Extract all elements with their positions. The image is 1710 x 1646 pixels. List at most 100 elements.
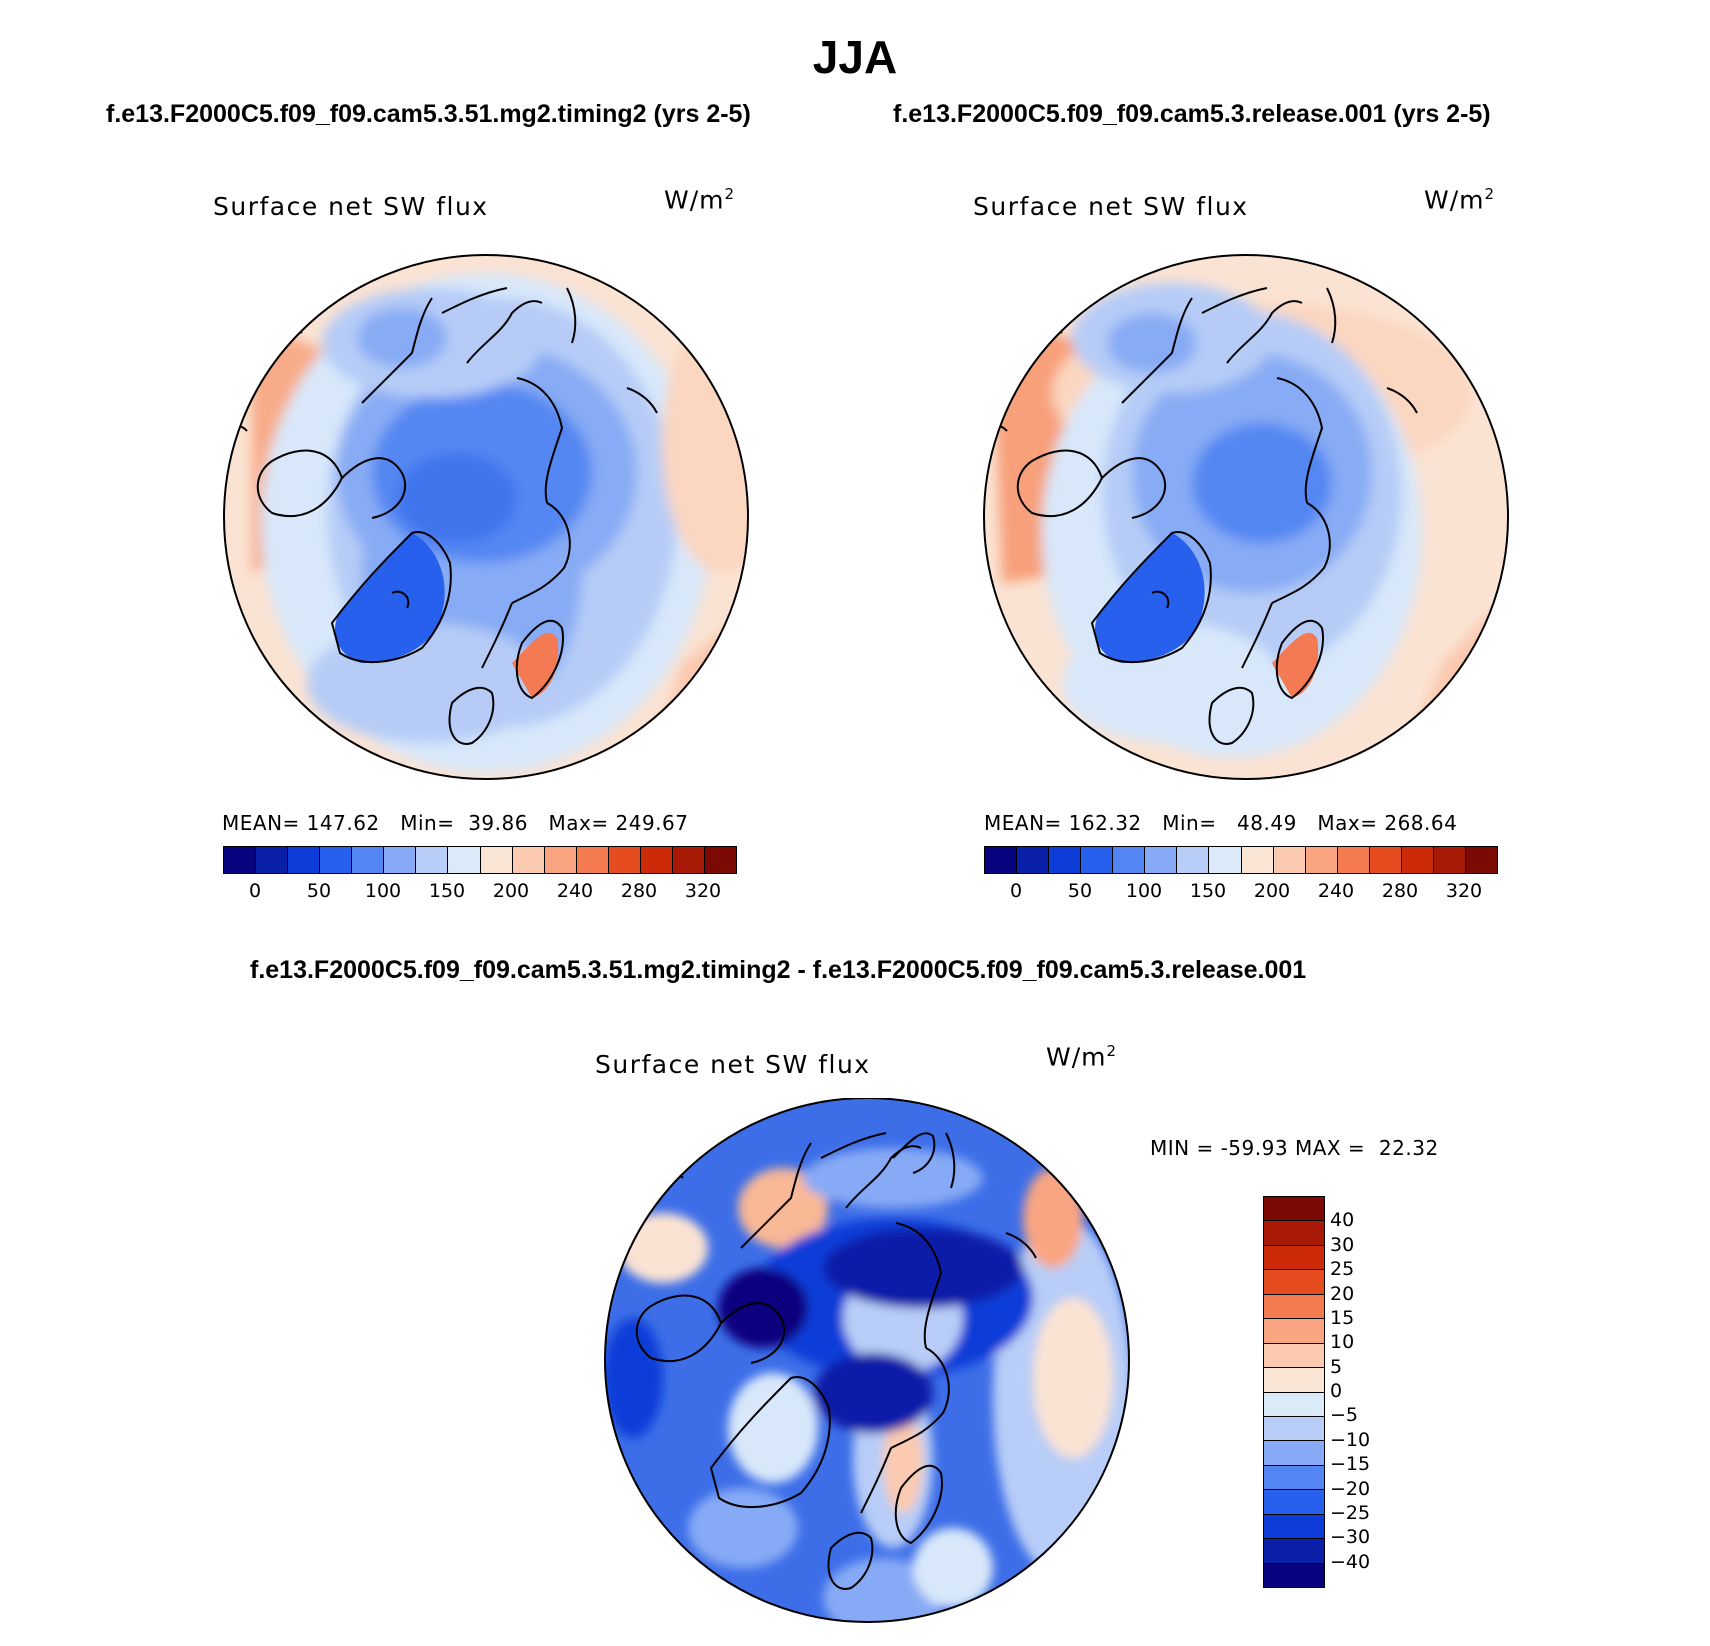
panel-b-variable-title: Surface net SW flux (973, 192, 1249, 221)
colorbar-swatch (1264, 1245, 1324, 1271)
colorbar-swatch (1264, 1221, 1324, 1246)
colorbar-swatch (1264, 1392, 1324, 1417)
colorbar-swatch (448, 847, 481, 873)
colorbar-tick-label: −5 (1330, 1404, 1359, 1427)
colorbar-swatch (320, 847, 353, 873)
colorbar-tick-label: 200 (1253, 880, 1291, 902)
colorbar-swatch (1264, 1539, 1324, 1564)
panel-diff-polar-map (604, 1098, 1130, 1623)
colorbar-tick-label: −20 (1330, 1477, 1371, 1500)
colorbar-swatch (576, 847, 609, 873)
colorbar-tick-label: −25 (1330, 1501, 1371, 1524)
panel-a-variable-title: Surface net SW flux (213, 192, 489, 221)
colorbar-swatch (1209, 847, 1242, 873)
panel-a-map-border (223, 254, 749, 780)
colorbar-swatch (1264, 1368, 1324, 1393)
colorbar-tick-label: 150 (1189, 880, 1227, 902)
colorbar-swatch (1264, 1441, 1324, 1466)
panel-diff-field (605, 1098, 1129, 1622)
colorbar-swatch (1433, 847, 1466, 873)
colorbar-swatch (512, 847, 545, 873)
colorbar-tick-label: −15 (1330, 1453, 1371, 1476)
case-a-title: f.e13.F2000C5.f09_f09.cam5.3.51.mg2.timi… (106, 100, 751, 128)
colorbar-swatch (1264, 1416, 1324, 1442)
colorbar-tick-label: 5 (1330, 1355, 1343, 1378)
colorbar-swatch (384, 847, 417, 873)
colorbar-swatch (640, 847, 673, 873)
panel-a-colorbar-ticks: 0 50 100 150 200 240 280 320 (223, 880, 735, 906)
colorbar-swatch (1273, 847, 1306, 873)
figure-title: JJA (812, 31, 898, 83)
colorbar-swatch (480, 847, 513, 873)
colorbar-tick-label: 320 (684, 880, 722, 902)
panel-diff-variable-title: Surface net SW flux (595, 1050, 871, 1079)
colorbar-swatch (1264, 1563, 1324, 1587)
colorbar-tick-label: 150 (428, 880, 466, 902)
difference-title: f.e13.F2000C5.f09_f09.cam5.3.51.mg2.timi… (250, 956, 1307, 984)
panel-b-field (984, 255, 1508, 779)
colorbar-swatch (1049, 847, 1082, 873)
panel-diff-map-border (604, 1098, 1130, 1623)
colorbar-swatch (1305, 847, 1338, 873)
colorbar-tick-label: 25 (1330, 1258, 1355, 1281)
colorbar-tick-label: −40 (1330, 1550, 1371, 1573)
panel-b-stats: MEAN= 162.32 Min= 48.49 Max= 268.64 (984, 811, 1458, 835)
colorbar-tick-label: 20 (1330, 1282, 1355, 1305)
colorbar-swatch (1145, 847, 1178, 873)
colorbar-swatch (985, 847, 1018, 873)
colorbar-swatch (1264, 1197, 1324, 1222)
colorbar-swatch (1264, 1343, 1324, 1369)
colorbar-tick-label: 15 (1330, 1306, 1355, 1329)
colorbar-swatch (1264, 1465, 1324, 1491)
colorbar-swatch (1337, 847, 1370, 873)
colorbar-swatch (544, 847, 577, 873)
colorbar-tick-label: 10 (1330, 1331, 1355, 1354)
colorbar-swatch (1264, 1294, 1324, 1320)
panel-a-units: W/m2 (664, 185, 736, 215)
colorbar-tick-label: 100 (1125, 880, 1163, 902)
colorbar-swatch (224, 847, 257, 873)
colorbar-swatch (1017, 847, 1050, 873)
colorbar-tick-label: 40 (1330, 1209, 1355, 1232)
colorbar-tick-label: 240 (1317, 880, 1355, 902)
colorbar-tick-label: 100 (364, 880, 402, 902)
case-b-title: f.e13.F2000C5.f09_f09.cam5.3.release.001… (893, 100, 1491, 128)
colorbar-swatch (608, 847, 641, 873)
panel-b-units: W/m2 (1424, 185, 1496, 215)
panel-a-field (224, 255, 748, 779)
colorbar-swatch (1264, 1490, 1324, 1515)
colorbar-swatch (1264, 1319, 1324, 1344)
panel-b-map-border (983, 254, 1509, 780)
colorbar-swatch (1369, 847, 1402, 873)
panel-b-colorbar-ticks: 0 50 100 150 200 240 280 320 (984, 880, 1496, 906)
panel-b-polar-map (983, 254, 1509, 780)
colorbar-tick-label: 200 (492, 880, 530, 902)
panel-diff-minmax: MIN = -59.93 MAX = 22.32 (1150, 1136, 1439, 1160)
colorbar-swatch (1241, 847, 1274, 873)
colorbar-tick-label: 50 (306, 880, 332, 902)
colorbar-swatch (1177, 847, 1210, 873)
colorbar-swatch (672, 847, 705, 873)
panel-diff-colorbar (1263, 1196, 1325, 1588)
colorbar-swatch (416, 847, 449, 873)
colorbar-swatch (704, 847, 736, 873)
colorbar-tick-label: 240 (556, 880, 594, 902)
colorbar-tick-label: 0 (1330, 1380, 1343, 1402)
colorbar-tick-label: 0 (248, 880, 262, 902)
colorbar-tick-label: 280 (620, 880, 658, 902)
panel-a-polar-map (223, 254, 749, 780)
panel-a-colorbar (223, 846, 737, 874)
colorbar-swatch (256, 847, 289, 873)
panel-diff-units: W/m2 (1046, 1042, 1118, 1072)
colorbar-swatch (1465, 847, 1497, 873)
colorbar-swatch (1113, 847, 1146, 873)
colorbar-tick-label: 280 (1381, 880, 1419, 902)
colorbar-swatch (352, 847, 385, 873)
panel-diff-colorbar-ticks: 40 30 25 20 15 10 5 0 −5 −10 −15 −20 −25 −30 −40 (1330, 1196, 1410, 1586)
colorbar-tick-label: −10 (1330, 1428, 1371, 1451)
colorbar-swatch (1081, 847, 1114, 873)
panel-a-stats: MEAN= 147.62 Min= 39.86 Max= 249.67 (222, 811, 689, 835)
colorbar-swatch (1264, 1514, 1324, 1540)
colorbar-tick-label: 50 (1067, 880, 1093, 902)
colorbar-tick-label: 320 (1445, 880, 1483, 902)
